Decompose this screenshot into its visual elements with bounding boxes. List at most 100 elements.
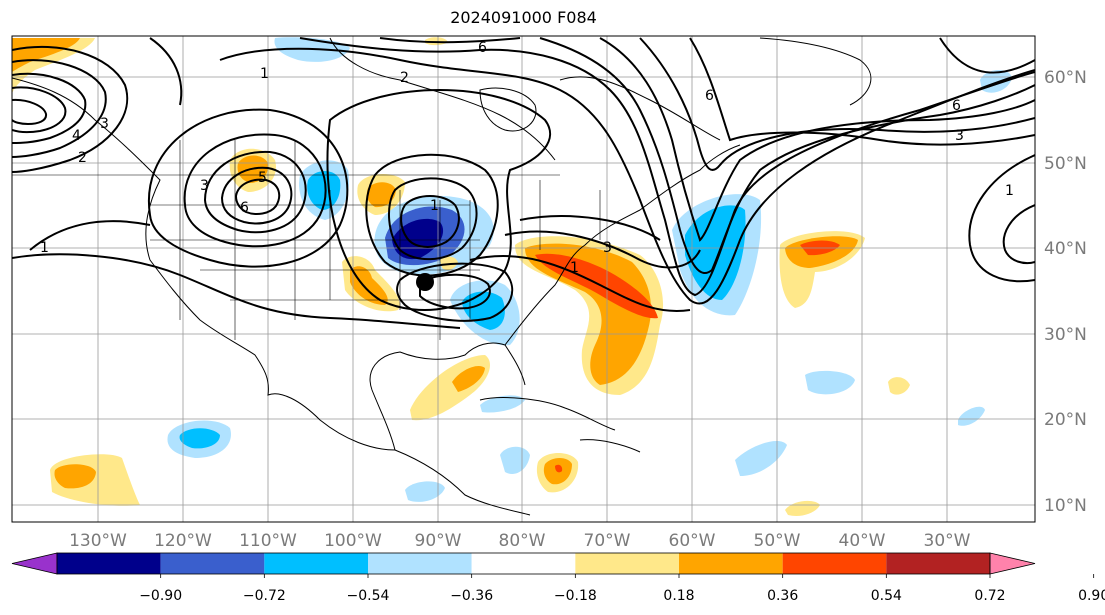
positive-anomaly-caribbean-core <box>555 464 563 473</box>
svg-text:3: 3 <box>955 128 964 144</box>
contour-west-low-3 <box>203 150 307 234</box>
lon-label: 50°W <box>754 531 801 551</box>
contour-nw-2 <box>12 59 107 158</box>
negative-anomaly-atlantic-core <box>685 205 746 300</box>
contour-north-ridge-2 <box>299 37 1035 297</box>
lon-label: 60°W <box>669 531 716 551</box>
contour-lines <box>12 37 1035 329</box>
graticule <box>12 36 1035 522</box>
contour-east-coast-2 <box>504 230 701 269</box>
map-panel: 1 1 3 5 2 2 3 4 6 1 3 1 6 6 3 1 6 <box>12 36 1035 522</box>
svg-text:3: 3 <box>100 116 109 132</box>
lat-label: 50°N <box>1044 154 1087 174</box>
positive-anomaly-subtropical <box>888 377 910 395</box>
svg-text:1: 1 <box>40 240 49 256</box>
contour-labels: 1 1 3 5 2 2 3 4 6 1 3 1 6 6 3 1 6 <box>40 40 1014 276</box>
colorbar-segment <box>160 553 265 574</box>
lon-label: 90°W <box>415 531 462 551</box>
colorbar-tick-label: −0.18 <box>554 588 597 604</box>
colorbar-tick-label: −0.54 <box>347 588 390 604</box>
contour-nw-4 <box>12 86 67 134</box>
contour-west-low-outer <box>147 108 349 268</box>
contour-central-low-4 <box>400 195 460 248</box>
contour-nw-6 <box>149 37 183 106</box>
positive-anomaly-dakotas-core <box>366 182 396 208</box>
contour-east-coast-3 <box>519 215 661 241</box>
contour-central-low-outer <box>326 89 551 311</box>
lat-label: 60°N <box>1044 68 1087 88</box>
contour-nw-3 <box>12 72 87 144</box>
contour-north-ridge-4 <box>599 37 1035 242</box>
negative-anomaly-cuba <box>480 395 525 413</box>
contour-west-low-4 <box>220 166 293 225</box>
svg-text:1: 1 <box>570 260 579 276</box>
contour-north-ridge-1 <box>219 47 1035 305</box>
colorbar-tick-label: −0.90 <box>139 588 182 604</box>
colorbar-segment <box>679 553 783 574</box>
negative-anomaly-pacific-core <box>179 428 220 449</box>
positive-anomaly-gulf-core <box>452 365 485 392</box>
negative-anomaly-subtropical <box>805 370 855 395</box>
contour-central-low-2 <box>365 153 499 277</box>
negative-anomaly-plains-core <box>307 171 341 210</box>
negative-anomaly-gulf <box>500 446 530 475</box>
svg-text:3: 3 <box>603 240 612 256</box>
contour-central-low-3 <box>388 177 478 261</box>
colorbar-extend-high <box>989 552 1036 575</box>
positive-anomaly-pacific-south-core <box>54 464 96 489</box>
svg-text:4: 4 <box>72 128 81 144</box>
contour-north-ridge-6 <box>689 37 1035 146</box>
lon-label: 40°W <box>839 531 886 551</box>
contour-south-loop-inner <box>419 273 491 310</box>
colorbar-tick-label: −0.36 <box>450 588 493 604</box>
contour-nw-1 <box>12 46 129 173</box>
longitude-labels: 130°W 120°W 110°W 100°W 90°W 80°W 70°W 60°W 50°W… <box>69 531 971 551</box>
positive-anomaly-texas-core <box>350 266 388 305</box>
colorbar-segment <box>471 553 576 574</box>
svg-text:6: 6 <box>240 200 249 216</box>
colorbar-segment <box>57 553 161 574</box>
contour-west-low-2 <box>183 133 327 248</box>
colorbar-segment <box>368 553 472 574</box>
colorbar-tick-label: 0.90 <box>1078 588 1105 604</box>
svg-text:2: 2 <box>78 150 87 166</box>
lon-label: 110°W <box>239 531 297 551</box>
colorbar-segment <box>782 553 887 574</box>
colorbar-tick-label: 0.54 <box>871 588 902 604</box>
lat-label: 30°N <box>1044 325 1087 345</box>
lon-label: 30°W <box>924 531 971 551</box>
lat-label: 10°N <box>1044 496 1087 516</box>
negative-anomaly-central-america <box>405 481 445 502</box>
coastlines <box>12 37 872 516</box>
colorbar-tick-label: 0.72 <box>974 588 1005 604</box>
colorbar-tick-label: 0.18 <box>663 588 694 604</box>
colorbar-segment <box>575 553 679 574</box>
lon-label: 100°W <box>324 531 382 551</box>
storm-position-marker <box>416 273 434 291</box>
negative-anomaly-far-east <box>958 406 985 426</box>
colorbar-tick-label: 0.36 <box>767 588 798 604</box>
svg-text:5: 5 <box>258 170 267 186</box>
colorbar-segment <box>264 553 368 574</box>
lon-label: 80°W <box>499 531 546 551</box>
colorbar: −0.90 −0.72 −0.54 −0.36 −0.18 0.18 0.36 0.54 0.7… <box>11 552 1105 604</box>
contour-1-west <box>29 220 151 251</box>
svg-text:1: 1 <box>260 66 269 82</box>
svg-text:2: 2 <box>400 70 409 86</box>
svg-text:3: 3 <box>200 178 209 194</box>
svg-text:1: 1 <box>430 198 439 214</box>
contour-east-coast-1 <box>469 255 691 312</box>
contour-ne-arc <box>939 37 1035 74</box>
lon-label: 130°W <box>69 531 127 551</box>
negative-anomaly-caribbean <box>735 440 787 476</box>
svg-text:6: 6 <box>705 88 714 104</box>
svg-text:6: 6 <box>952 98 961 114</box>
latitude-labels: 60°N 50°N 40°N 30°N 20°N 10°N <box>1044 68 1087 516</box>
svg-text:1: 1 <box>1005 183 1014 199</box>
map-title: 2024091000 F084 <box>450 8 597 27</box>
lat-label: 20°N <box>1044 410 1087 430</box>
contour-east-low-1 <box>968 154 1035 283</box>
contour-east-low-2 <box>1002 204 1035 265</box>
contour-long-south <box>12 253 461 329</box>
